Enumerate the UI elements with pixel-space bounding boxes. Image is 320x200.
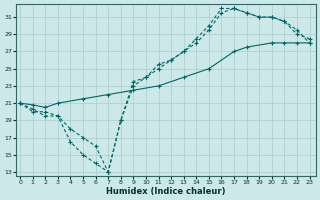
X-axis label: Humidex (Indice chaleur): Humidex (Indice chaleur) bbox=[106, 187, 226, 196]
